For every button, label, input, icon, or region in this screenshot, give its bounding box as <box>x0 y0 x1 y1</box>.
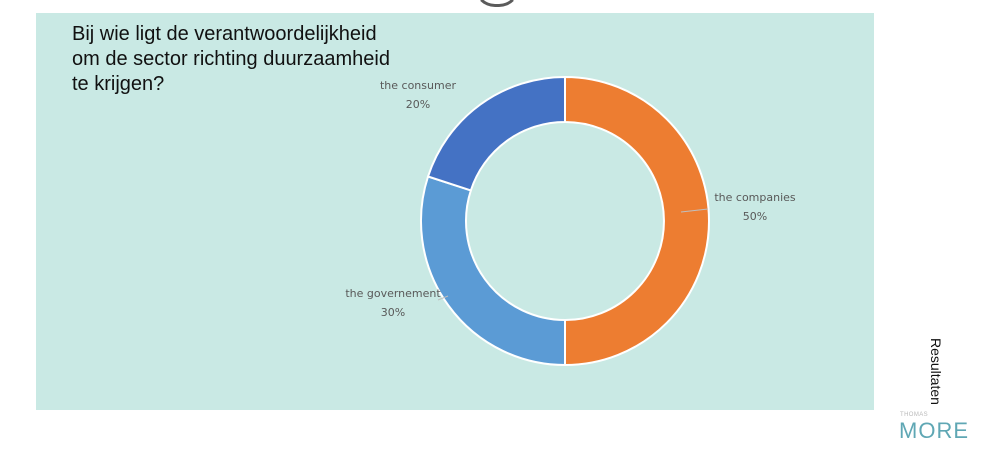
slice-value-label: 50% <box>743 210 767 223</box>
top-decoration <box>474 0 520 7</box>
donut-slice-the-companies <box>564 75 710 367</box>
slice-value-label: 30% <box>381 306 405 319</box>
thomas-more-logo: THOMAS MORE <box>898 410 976 446</box>
slice-category-label: the companies <box>714 191 796 204</box>
companies-leader-line <box>680 208 709 213</box>
results-label: Resultaten <box>928 338 944 405</box>
slice-category-label: the consumer <box>380 79 456 92</box>
slice-category-label: the governement <box>345 287 441 300</box>
donut-slice-the-governement <box>420 175 566 367</box>
logo-main-text: MORE <box>899 418 969 443</box>
data-label-the-companies: the companies 50% <box>714 191 796 223</box>
chart-title: Bij wie ligt de verantwoordelijkheid om … <box>72 23 390 95</box>
donut-slice-the-consumer <box>426 75 566 192</box>
logo-small-text: THOMAS <box>900 412 929 418</box>
data-label-the-governement: the governement 30% <box>345 287 441 319</box>
governement-leader-line <box>437 295 449 301</box>
data-label-the-consumer: the consumer 20% <box>380 79 456 111</box>
slice-value-label: 20% <box>406 98 430 111</box>
